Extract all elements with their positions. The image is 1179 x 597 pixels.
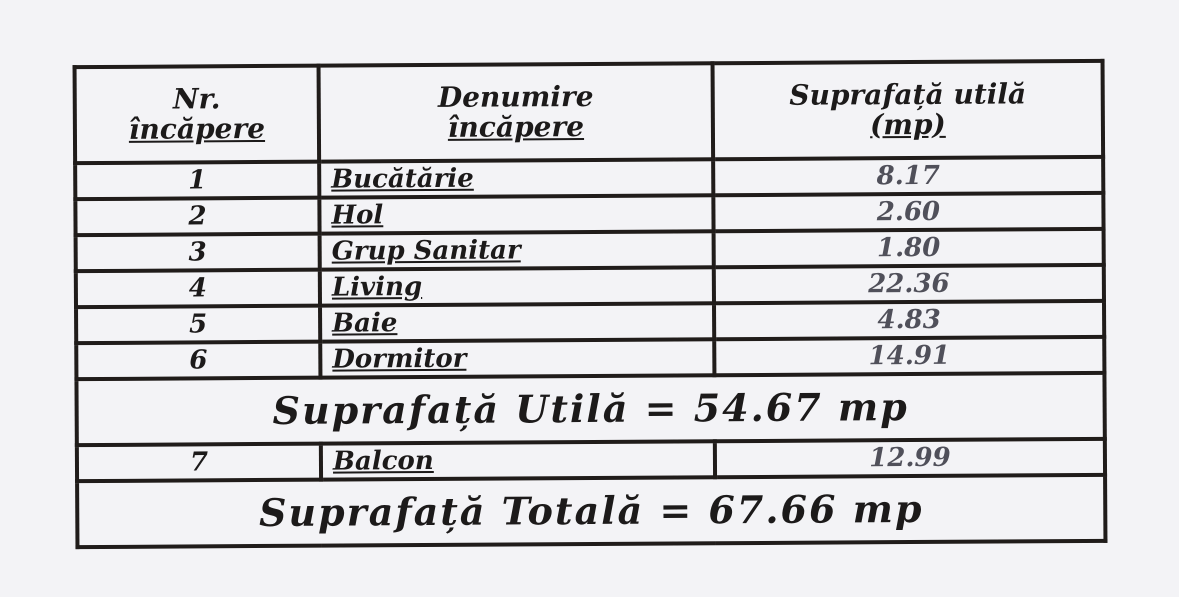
header-area-line2: (mp): [869, 107, 946, 142]
room-nr: 2: [75, 197, 320, 236]
table-row: 6 Dormitor 14.91: [76, 336, 1105, 380]
room-name: Hol: [319, 195, 714, 234]
header-name-line1: Denumire: [437, 79, 594, 114]
room-area: 12.99: [714, 438, 1106, 478]
useful-total: Suprafață Utilă = 54.67 mp: [76, 372, 1105, 446]
room-nr: 1: [75, 161, 320, 200]
useful-total-row: Suprafață Utilă = 54.67 mp: [76, 372, 1105, 446]
room-nr: 5: [76, 305, 321, 344]
grand-total: Suprafață Totală = 67.66 mp: [77, 474, 1106, 548]
table-row: 3 Grup Sanitar 1.80: [75, 228, 1104, 272]
room-nr: 3: [75, 233, 320, 272]
header-area-line1: Suprafață utilă: [789, 77, 1027, 112]
room-name: Grup Sanitar: [319, 231, 714, 270]
room-area: 22.36: [713, 264, 1104, 304]
room-area: 2.60: [713, 192, 1104, 232]
table-row: 2 Hol 2.60: [75, 192, 1104, 236]
room-name: Dormitor: [320, 339, 715, 378]
room-nr: 7: [76, 443, 322, 482]
room-area: 8.17: [713, 156, 1104, 196]
header-name-line2: încăpere: [447, 110, 585, 144]
room-area: 1.80: [713, 228, 1104, 268]
room-nr: 4: [75, 269, 321, 308]
room-area: 4.83: [713, 300, 1105, 340]
header-area: Suprafață utilă (mp): [712, 60, 1104, 160]
table-row: 1 Bucătărie 8.17: [75, 156, 1104, 200]
room-name: Living: [319, 267, 714, 306]
header-nr-line2: încăpere: [128, 111, 266, 146]
grand-total-row: Suprafață Totală = 67.66 mp: [77, 474, 1106, 548]
room-area: 14.91: [714, 336, 1105, 376]
room-name: Baie: [320, 303, 715, 342]
header-nr: Nr. încăpere: [74, 65, 320, 164]
table-row: 7 Balcon 12.99: [76, 438, 1106, 482]
room-nr: 6: [76, 341, 321, 380]
room-name: Bucătărie: [319, 159, 714, 198]
header-nr-line1: Nr.: [172, 82, 221, 116]
header-name: Denumire încăpere: [318, 63, 714, 162]
header-row: Nr. încăpere Denumire încăpere Suprafață…: [74, 60, 1104, 164]
room-area-table: Nr. încăpere Denumire încăpere Suprafață…: [73, 59, 1108, 549]
room-name: Balcon: [320, 441, 716, 480]
